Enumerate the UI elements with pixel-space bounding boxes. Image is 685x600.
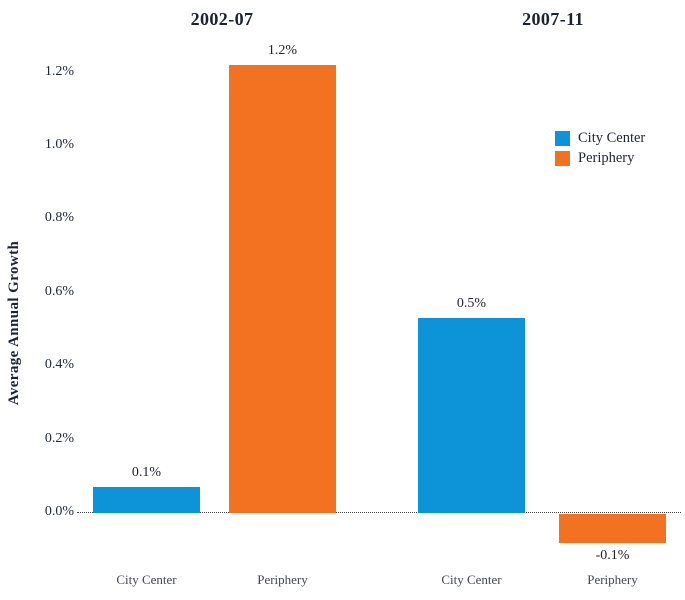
y-axis-tick-label: 0.6% xyxy=(44,283,74,299)
bar-2002-07-city-center xyxy=(93,487,200,513)
bar-2007-11-periphery xyxy=(559,514,666,543)
x-axis-label: City Center xyxy=(441,572,502,587)
y-axis-tick-label: 1.0% xyxy=(44,137,74,152)
legend-item: City Center xyxy=(555,130,645,147)
bar-value-label: 1.2% xyxy=(267,43,298,58)
bar-2002-07-periphery xyxy=(229,65,336,513)
bar-value-label: -0.1% xyxy=(595,548,630,563)
group-title-2007-11: 2007-11 xyxy=(522,9,584,29)
x-axis-label: Periphery xyxy=(257,572,308,587)
group-title-2002-07: 2002-07 xyxy=(190,9,254,29)
legend-label: City Center xyxy=(578,130,646,146)
y-axis-tick-label: 0.2% xyxy=(44,430,74,446)
zero-baseline xyxy=(77,512,681,513)
bar-value-label: 0.1% xyxy=(131,465,162,480)
legend-swatch-periphery xyxy=(555,151,570,166)
y-axis-tick-label: 0.8% xyxy=(44,210,74,226)
bar-2007-11-city-center xyxy=(418,318,525,513)
x-axis-label: Periphery xyxy=(587,572,638,587)
y-axis-tick-label: 0.0% xyxy=(44,504,74,519)
legend-swatch-city-center xyxy=(555,131,570,146)
bar-value-label: 0.5% xyxy=(456,296,487,311)
legend-label: Periphery xyxy=(578,150,635,166)
y-axis-tick-label: 0.4% xyxy=(44,357,74,373)
x-axis-label: City Center xyxy=(116,572,177,587)
legend-item: Periphery xyxy=(555,150,645,167)
y-axis-tick-label: 1.2% xyxy=(44,63,74,79)
y-axis-title: Average Annual Growth xyxy=(6,240,22,406)
legend: City Center Periphery xyxy=(555,130,645,167)
